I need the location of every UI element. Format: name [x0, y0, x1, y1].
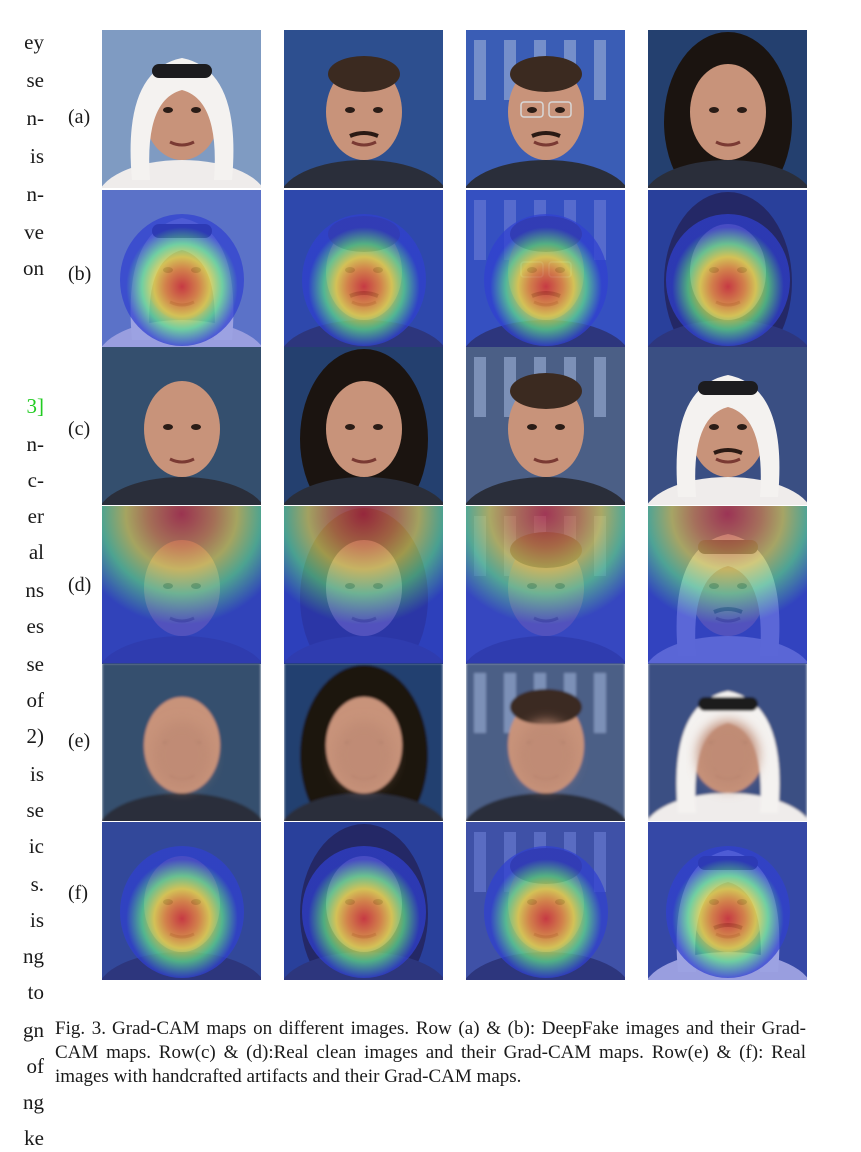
cropped-text-fragment: ng: [23, 944, 44, 968]
cropped-text-fragment: n-: [26, 182, 45, 206]
figure-number: Fig. 3.: [55, 1018, 107, 1039]
cropped-text-fragment: n-: [26, 106, 45, 130]
cropped-text-fragment: ve: [24, 220, 44, 244]
cropped-text-fragment: is: [29, 144, 44, 168]
cropped-text-fragment: ey: [24, 30, 44, 54]
caption-text: Grad-CAM maps on different images. Row (…: [55, 1018, 806, 1087]
cropped-text-fragment: gn: [23, 1018, 44, 1042]
cropped-text-fragment: ic: [28, 834, 44, 858]
cropped-text-fragment: is: [29, 762, 44, 786]
cropped-text-fragment: to: [27, 980, 44, 1004]
row-label-c: (c): [68, 418, 91, 440]
cropped-text-fragment: es: [26, 614, 45, 638]
cropped-text-fragment: n-: [26, 432, 45, 456]
cropped-text-fragment: al: [28, 540, 44, 564]
row-label-e: (e): [68, 730, 91, 752]
cropped-text-fragment: is: [29, 908, 44, 932]
figure-cell-image: [648, 822, 807, 980]
figure-cell-image: [648, 347, 807, 505]
row-label-b: (b): [68, 263, 92, 285]
figure-cell-image: [284, 663, 443, 821]
figure-cell-image: [648, 663, 807, 821]
cropped-text-fragment: of: [26, 688, 45, 712]
figure-cell-image: [466, 663, 625, 821]
figure-cell-image: [284, 506, 443, 664]
figure-cell-image: [466, 506, 625, 664]
figure-cell-image: [284, 822, 443, 980]
figure-caption: Fig. 3. Grad-CAM maps on different images…: [55, 1017, 806, 1089]
figure-cell-image: [648, 190, 807, 348]
cropped-text-fragment: on: [23, 256, 44, 280]
cropped-text-fragment: se: [26, 798, 45, 822]
cropped-text-fragment: 3]: [26, 394, 45, 418]
figure-cell-image: [466, 822, 625, 980]
left-column-text: ey se n-is n-ve on 3] n-c-er al ns es se of 2) is se ic…: [0, 0, 50, 1152]
figure-cell-image: [102, 506, 261, 664]
row-label-f: (f): [68, 882, 88, 904]
row-label-d: (d): [68, 574, 92, 596]
figure-cell-image: [284, 347, 443, 505]
cropped-text-fragment: c-: [27, 468, 44, 492]
cropped-text-fragment: 2): [26, 724, 45, 748]
figure-cell-image: [648, 30, 807, 188]
cropped-text-fragment: s.: [30, 872, 44, 896]
cropped-text-fragment: se: [26, 68, 45, 92]
cropped-text-fragment: ke: [24, 1126, 44, 1150]
cropped-text-fragment: of: [26, 1054, 45, 1078]
figure-cell-image: [466, 30, 625, 188]
figure-cell-image: [102, 663, 261, 821]
figure-cell-image: [284, 190, 443, 348]
figure-cell-image: [466, 190, 625, 348]
cropped-text-fragment: ns: [25, 578, 44, 602]
figure-cell-image: [102, 822, 261, 980]
figure-cell-image: [102, 347, 261, 505]
cropped-text-fragment: ng: [23, 1090, 44, 1114]
figure-cell-image: [102, 190, 261, 348]
cropped-text-fragment: se: [26, 652, 45, 676]
cropped-text-fragment: er: [27, 504, 44, 528]
row-label-a: (a): [68, 106, 91, 128]
figure-cell-image: [466, 347, 625, 505]
figure-cell-image: [284, 30, 443, 188]
figure-cell-image: [102, 30, 261, 188]
figure-cell-image: [648, 506, 807, 664]
